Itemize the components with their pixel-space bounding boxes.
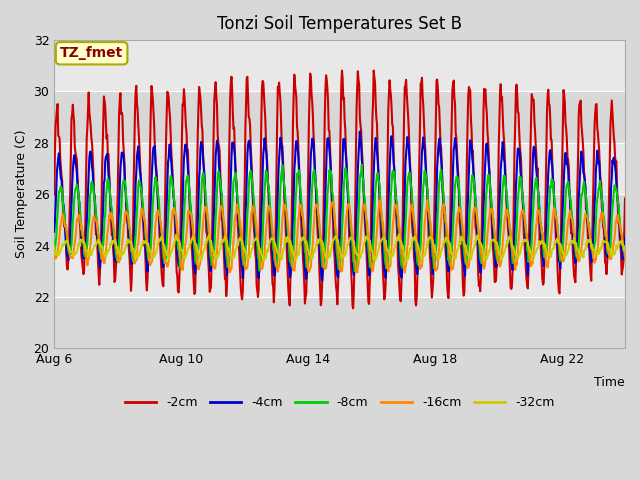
Bar (54, 92, 625, 143)
Title: Tonzi Soil Temperatures Set B: Tonzi Soil Temperatures Set B (217, 15, 462, 33)
Y-axis label: Soil Temperature (C): Soil Temperature (C) (15, 130, 28, 258)
Legend: -2cm, -4cm, -8cm, -16cm, -32cm: -2cm, -4cm, -8cm, -16cm, -32cm (120, 391, 559, 414)
Bar (54, 40, 625, 92)
X-axis label: Time: Time (595, 376, 625, 389)
Bar (54, 245, 625, 297)
Bar (54, 297, 625, 348)
Text: TZ_fmet: TZ_fmet (60, 46, 124, 60)
Bar (54, 194, 625, 245)
Bar (54, 143, 625, 194)
